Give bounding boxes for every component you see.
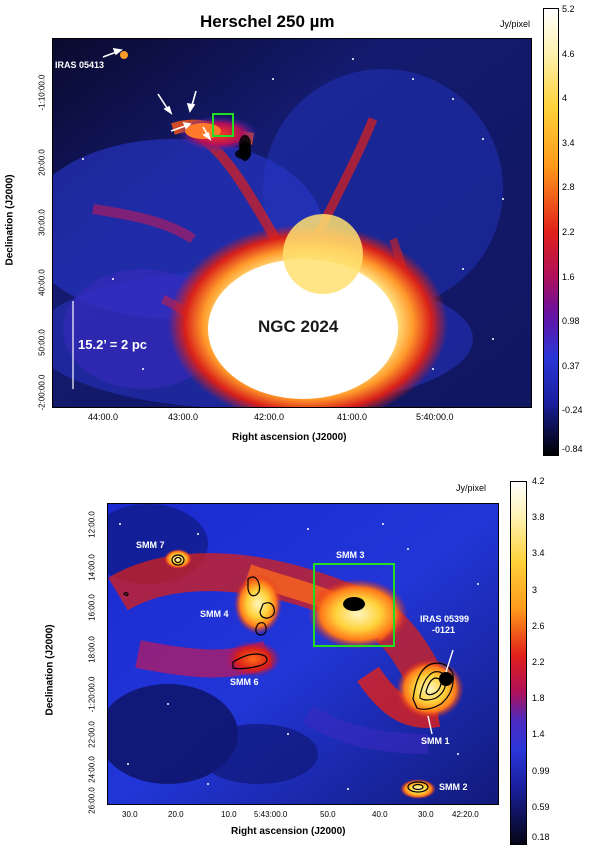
top-cb-ticks-4: 2.8: [562, 182, 575, 193]
smm6-label: SMM 6: [230, 677, 259, 687]
bottom-smm3-box: [313, 563, 395, 647]
smm2-label: SMM 2: [439, 782, 468, 792]
top-xticks-1: 43:00.0: [168, 412, 199, 422]
top-cb-ticks-2: 4: [562, 93, 568, 104]
bottom-colorbar: [510, 481, 527, 845]
iras-05399-label-suffix: -0121: [432, 625, 456, 635]
top-cb-ticks-0: 5.2: [562, 4, 575, 14]
top-yticks-1: 20:00.0: [37, 149, 47, 176]
bottom-herschel-map: [108, 504, 498, 804]
bot-xticks-5: 40.0: [372, 810, 388, 819]
bot-xticks-2: 10.0: [221, 810, 237, 819]
top-unit-label: Jy/pixel: [500, 19, 531, 29]
top-cb-ticks-9: -0.24: [562, 405, 583, 416]
top-xticks-0: 44:00.0: [88, 412, 119, 422]
bot-cb-ticks-3: 3: [532, 584, 538, 595]
bottom-xlabel: Right ascension (J2000): [231, 826, 346, 837]
bot-cb-ticks-9: 0.59: [532, 801, 550, 812]
smm3-label: SMM 3: [336, 550, 365, 560]
top-colorbar: [543, 8, 559, 456]
bot-cb-ticks-10: 0.18: [532, 832, 550, 842]
bot-cb-ticks-7: 1.4: [532, 729, 545, 740]
top-cb-ticks-5: 2.2: [562, 227, 575, 237]
top-yticks-2: 30:00.0: [37, 209, 47, 236]
bot-xticks-1: 20.0: [168, 810, 184, 819]
top-zoom-box: [212, 113, 234, 137]
top-cb-ticks-1: 4.6: [562, 48, 575, 59]
bot-xticks-7: 42:20.0: [452, 810, 479, 819]
top-yticks-3: 40:00.0: [37, 269, 47, 296]
top-cb-ticks-3: 3.4: [562, 137, 575, 148]
bot-cb-ticks-5: 2.2: [532, 657, 545, 667]
top-ylabel: Declination (J2000): [4, 174, 16, 266]
bot-cb-ticks-1: 3.8: [532, 512, 545, 523]
top-herschel-map: [53, 39, 531, 407]
smm4-label: SMM 4: [200, 609, 229, 619]
bot-cb-ticks-2: 3.4: [532, 548, 545, 559]
bottom-unit-label: Jy/pixel: [456, 483, 487, 493]
bot-cb-ticks-6: 1.8: [532, 693, 545, 704]
scale-bar-label: 15.2’ = 2 pc: [78, 337, 148, 352]
top-cb-ticks-8: 0.37: [562, 360, 580, 371]
smm1-label: SMM 1: [421, 736, 450, 746]
bot-xticks-3: 5:43:00.0: [254, 810, 288, 819]
smm7-label: SMM 7: [136, 540, 165, 550]
bot-yticks-7: 26:00.0: [87, 787, 97, 814]
top-cb-ticks-6: 1.6: [562, 271, 575, 282]
top-yticks-0: -1:10:00.0: [37, 74, 47, 111]
top-cb-ticks-10: -0.84: [562, 444, 583, 454]
top-yticks-5: -2:00:00.0: [37, 374, 47, 411]
ngc2024-label: NGC 2024: [258, 317, 339, 336]
bot-xticks-0: 30.0: [122, 810, 138, 819]
top-xticks-4: 5:40:00.0: [416, 412, 454, 422]
top-cb-ticks-7: 0.98: [562, 316, 580, 327]
bottom-image-panel: SMM 7 SMM 3 SMM 4 IRAS 05399 -0121 SMM 6…: [107, 503, 499, 805]
bottom-ylabel: Declination (J2000): [44, 624, 56, 716]
top-xlabel: Right ascension (J2000): [232, 432, 347, 443]
top-xticks-2: 42:00.0: [254, 412, 285, 422]
bot-xticks-4: 50.0: [320, 810, 336, 819]
bot-xticks-6: 30.0: [418, 810, 434, 819]
iras-05413-label: IRAS 05413: [55, 60, 105, 70]
bot-cb-ticks-0: 4.2: [532, 476, 545, 486]
bot-cb-ticks-8: 0.99: [532, 765, 550, 776]
top-image-panel: NGC 2024 IRAS 05413 15.2’ = 2 pc: [52, 38, 532, 408]
top-xticks-3: 41:00.0: [337, 412, 368, 422]
bot-cb-ticks-4: 2.6: [532, 620, 545, 631]
iras-05399-label: IRAS 05399: [420, 614, 470, 624]
top-title: Herschel 250 µm: [200, 12, 335, 31]
